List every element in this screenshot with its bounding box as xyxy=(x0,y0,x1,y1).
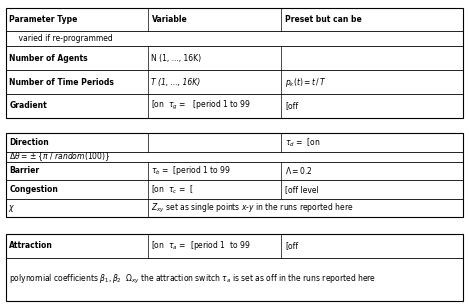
Text: $\Lambda = 0.2$: $\Lambda = 0.2$ xyxy=(285,166,313,177)
Text: $\tau_b$ =  [period 1 to 99: $\tau_b$ = [period 1 to 99 xyxy=(151,165,232,177)
Text: Preset but can be: Preset but can be xyxy=(285,15,362,24)
Text: Attraction: Attraction xyxy=(9,241,53,250)
Text: [off: [off xyxy=(285,241,298,250)
Text: Parameter Type: Parameter Type xyxy=(9,15,78,24)
Text: Number of Time Periods: Number of Time Periods xyxy=(9,78,114,87)
Text: Variable: Variable xyxy=(151,15,187,24)
Text: Congestion: Congestion xyxy=(9,185,58,194)
Text: Gradient: Gradient xyxy=(9,101,47,110)
Bar xyxy=(6,133,463,217)
Text: Number of Agents: Number of Agents xyxy=(9,54,88,63)
Text: Direction: Direction xyxy=(9,138,49,147)
Text: $\Delta\theta = \pm\{\pi$ / $\mathit{random}(100)\}$: $\Delta\theta = \pm\{\pi$ / $\mathit{ran… xyxy=(9,150,111,163)
Bar xyxy=(6,8,463,118)
Text: Barrier: Barrier xyxy=(9,166,39,175)
Text: [off level: [off level xyxy=(285,185,319,194)
Text: polynomial coefficients $\beta_1, \beta_2$  $\Omega_{xy}$ the attraction switch : polynomial coefficients $\beta_1, \beta_… xyxy=(9,273,377,286)
Text: $\chi$: $\chi$ xyxy=(8,203,15,214)
Text: varied if re-programmed: varied if re-programmed xyxy=(9,34,113,43)
Text: $\tau_d$ =  [on: $\tau_d$ = [on xyxy=(285,136,321,149)
Text: [on  $\tau_c$ =  [: [on $\tau_c$ = [ xyxy=(151,183,195,196)
Text: [off: [off xyxy=(285,101,298,110)
Bar xyxy=(6,234,463,301)
Text: N (1, ..., 16K): N (1, ..., 16K) xyxy=(151,54,202,63)
Text: $p_k(t) = t\,/\,T$: $p_k(t) = t\,/\,T$ xyxy=(285,76,327,88)
Text: [on  $\tau_g$ =   [period 1 to 99: [on $\tau_g$ = [period 1 to 99 xyxy=(151,99,251,112)
Text: [on  $\tau_a$ =  [period 1  to 99: [on $\tau_a$ = [period 1 to 99 xyxy=(151,239,251,252)
Text: T (1, ..., 16K): T (1, ..., 16K) xyxy=(151,78,201,87)
Text: $Z_{xy}$ set as single points $x$-$y$ in the runs reported here: $Z_{xy}$ set as single points $x$-$y$ in… xyxy=(151,201,354,215)
